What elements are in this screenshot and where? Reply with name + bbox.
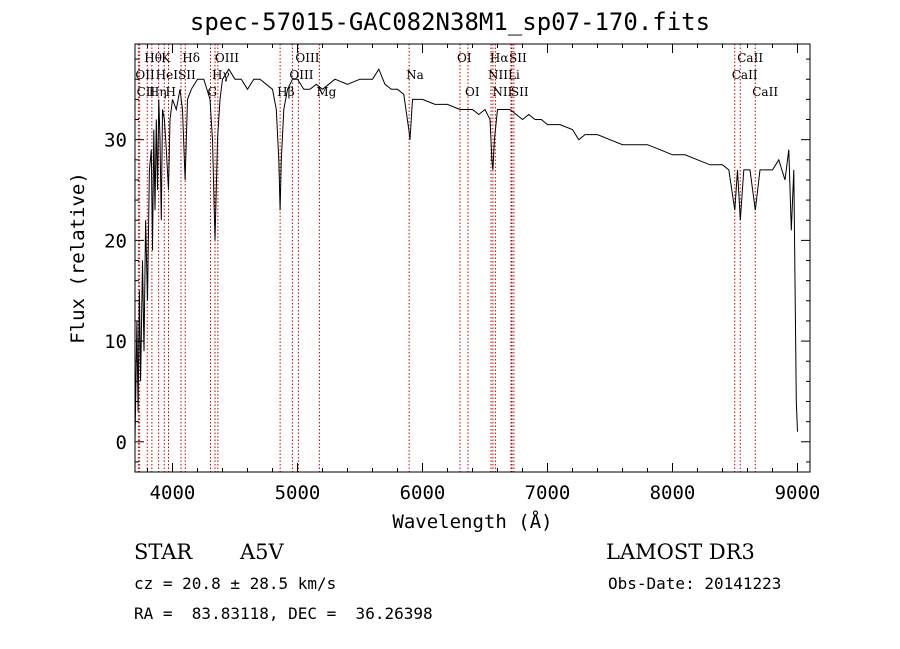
- survey-name: LAMOST DR3: [606, 540, 755, 564]
- spectrum-line: [134, 68, 798, 442]
- line-marker-label: Hβ: [277, 85, 294, 99]
- chart-title: spec-57015-GAC082N38M1_sp07-170.fits: [189, 8, 711, 36]
- plot-frame: [134, 43, 811, 473]
- line-marker-label: CII: [137, 85, 156, 99]
- line-marker-label: Hθ: [144, 51, 162, 65]
- x-axis-label: Wavelength (Å): [392, 510, 552, 533]
- axis-ticks: 4000 5000 6000 7000 8000 9000 0 10 20 30: [104, 44, 820, 504]
- line-marker-label: K: [161, 51, 171, 65]
- coordinates: RA = 83.83118, DEC = 36.26398: [134, 604, 433, 623]
- redshift-velocity: cz = 20.8 ± 28.5 km/s: [134, 574, 337, 593]
- x-tick-label: 7000: [525, 482, 571, 504]
- line-marker-label: H: [166, 85, 176, 99]
- observation-date: Obs-Date: 20141223: [608, 574, 782, 593]
- line-marker-label: CaII: [737, 51, 763, 65]
- line-marker-label: OII: [135, 68, 155, 82]
- line-marker-label: HeI: [156, 68, 179, 82]
- line-markers: [137, 44, 756, 472]
- spectral-subclass: A5V: [240, 540, 284, 564]
- x-tick-label: 8000: [650, 482, 696, 504]
- object-type: STAR: [134, 540, 193, 564]
- line-marker-label: Hα: [490, 51, 509, 65]
- line-marker-label: CaII: [752, 85, 778, 99]
- y-tick-label: 20: [104, 230, 127, 252]
- x-tick-label: 6000: [400, 482, 446, 504]
- line-marker-label: OIII: [215, 51, 239, 65]
- x-tick-label: 5000: [275, 482, 321, 504]
- line-marker-label: CaII: [732, 68, 758, 82]
- line-marker-label: Na: [406, 68, 424, 82]
- line-marker-label: NII: [492, 85, 512, 99]
- line-marker-label: Hδ: [182, 51, 200, 65]
- y-tick-label: 0: [116, 432, 127, 454]
- y-axis-label: Flux (relative): [67, 172, 89, 344]
- line-marker-label: Hγ: [212, 68, 230, 82]
- line-marker-label: OIII: [295, 51, 319, 65]
- y-tick-label: 10: [104, 331, 127, 353]
- line-marker-label: Li: [508, 68, 520, 82]
- line-marker-label: SII: [509, 51, 527, 65]
- line-marker-label: OIII: [289, 68, 313, 82]
- line-marker-label: SII: [178, 68, 196, 82]
- line-marker-label: SII: [511, 85, 529, 99]
- line-marker-label: NII: [488, 68, 508, 82]
- line-marker-label: Mg: [316, 85, 336, 99]
- line-marker-label: Hη: [149, 85, 167, 99]
- line-marker-label: OI: [465, 85, 480, 99]
- line-marker-label: OI: [457, 51, 472, 65]
- y-tick-label: 30: [104, 130, 127, 152]
- line-marker-label: G: [208, 85, 218, 99]
- x-tick-label: 4000: [150, 482, 196, 504]
- x-tick-label: 9000: [775, 482, 821, 504]
